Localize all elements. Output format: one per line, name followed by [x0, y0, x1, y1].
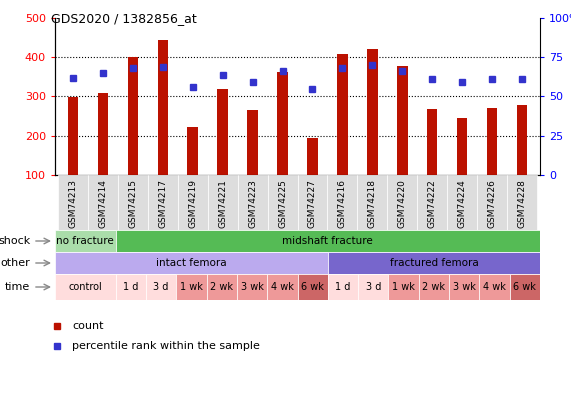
Text: GSM74213: GSM74213 — [69, 179, 78, 228]
Text: GSM74224: GSM74224 — [458, 179, 467, 228]
Bar — [517, 105, 527, 175]
Bar — [58, 175, 88, 230]
Bar — [267, 274, 297, 300]
Bar — [297, 274, 328, 300]
Text: 2 wk: 2 wk — [423, 282, 445, 292]
Text: GSM74223: GSM74223 — [248, 179, 257, 228]
Text: GSM74227: GSM74227 — [308, 179, 317, 228]
Bar — [238, 175, 268, 230]
Text: GSM74221: GSM74221 — [218, 179, 227, 228]
Text: GSM74218: GSM74218 — [368, 179, 377, 228]
Bar — [507, 175, 537, 230]
Bar — [55, 252, 328, 274]
Bar — [127, 57, 138, 175]
Bar — [278, 72, 288, 175]
Bar — [419, 274, 449, 300]
Text: 3 d: 3 d — [365, 282, 381, 292]
Bar — [176, 274, 207, 300]
Bar — [98, 93, 108, 175]
Text: GSM74222: GSM74222 — [428, 179, 437, 228]
Text: 6 wk: 6 wk — [301, 282, 324, 292]
Bar — [397, 66, 408, 175]
Bar — [328, 274, 358, 300]
Text: 3 d: 3 d — [154, 282, 169, 292]
Bar — [417, 175, 447, 230]
Text: 1 wk: 1 wk — [180, 282, 203, 292]
Bar — [388, 274, 419, 300]
Text: GSM74225: GSM74225 — [278, 179, 287, 228]
Text: GSM74228: GSM74228 — [517, 179, 526, 228]
Bar — [178, 175, 208, 230]
Text: 4 wk: 4 wk — [483, 282, 506, 292]
Bar — [247, 110, 258, 175]
Bar — [118, 175, 148, 230]
Bar — [146, 274, 176, 300]
Bar — [68, 97, 78, 175]
Text: intact femora: intact femora — [156, 258, 227, 268]
Text: time: time — [5, 282, 30, 292]
Text: no fracture: no fracture — [57, 236, 114, 246]
Bar — [477, 175, 507, 230]
Bar — [327, 175, 357, 230]
Text: 4 wk: 4 wk — [271, 282, 294, 292]
Bar — [55, 230, 115, 252]
Bar — [55, 274, 115, 300]
Bar — [187, 127, 198, 175]
Bar — [237, 274, 267, 300]
Text: shock: shock — [0, 236, 30, 246]
Bar — [148, 175, 178, 230]
Bar — [357, 175, 387, 230]
Bar — [208, 175, 238, 230]
Bar — [510, 274, 540, 300]
Bar — [115, 274, 146, 300]
Text: percentile rank within the sample: percentile rank within the sample — [72, 341, 260, 351]
Text: GSM74220: GSM74220 — [398, 179, 407, 228]
Bar — [358, 274, 388, 300]
Bar — [480, 274, 510, 300]
Text: 3 wk: 3 wk — [240, 282, 263, 292]
Bar — [337, 54, 348, 175]
Bar — [367, 49, 377, 175]
Text: 2 wk: 2 wk — [210, 282, 233, 292]
Bar — [207, 274, 237, 300]
Bar — [387, 175, 417, 230]
Text: GSM74216: GSM74216 — [338, 179, 347, 228]
Bar — [268, 175, 297, 230]
Text: GSM74226: GSM74226 — [488, 179, 497, 228]
Bar — [218, 90, 228, 175]
Text: control: control — [69, 282, 102, 292]
Bar — [427, 109, 437, 175]
Text: count: count — [72, 321, 104, 331]
Text: midshaft fracture: midshaft fracture — [283, 236, 373, 246]
Text: 1 d: 1 d — [335, 282, 351, 292]
Text: 1 wk: 1 wk — [392, 282, 415, 292]
Text: 3 wk: 3 wk — [453, 282, 476, 292]
Text: GSM74217: GSM74217 — [158, 179, 167, 228]
Bar — [449, 274, 480, 300]
Text: GSM74215: GSM74215 — [128, 179, 138, 228]
Bar — [307, 138, 317, 175]
Text: GSM74219: GSM74219 — [188, 179, 197, 228]
Bar — [447, 175, 477, 230]
Text: GDS2020 / 1382856_at: GDS2020 / 1382856_at — [51, 12, 197, 25]
Text: 6 wk: 6 wk — [513, 282, 536, 292]
Bar — [297, 175, 327, 230]
Text: 1 d: 1 d — [123, 282, 139, 292]
Text: GSM74214: GSM74214 — [98, 179, 107, 228]
Bar — [328, 252, 540, 274]
Bar — [158, 40, 168, 175]
Text: fractured femora: fractured femora — [389, 258, 478, 268]
Text: other: other — [1, 258, 30, 268]
Bar — [115, 230, 540, 252]
Bar — [487, 108, 497, 175]
Bar — [88, 175, 118, 230]
Bar — [457, 118, 468, 175]
